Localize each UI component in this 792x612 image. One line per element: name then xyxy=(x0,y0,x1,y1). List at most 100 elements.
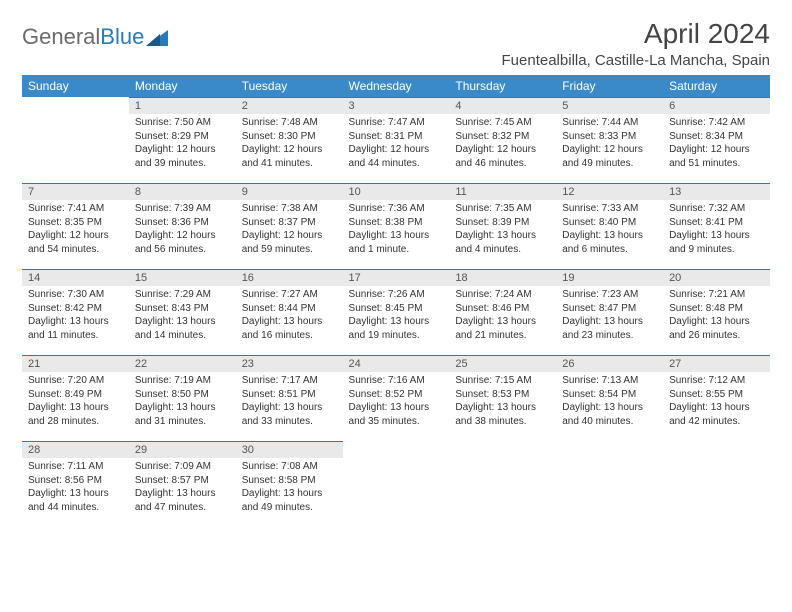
calendar-week: 14Sunrise: 7:30 AMSunset: 8:42 PMDayligh… xyxy=(22,269,770,355)
weekday-header: Friday xyxy=(556,75,663,97)
day-number: 12 xyxy=(556,183,663,200)
day-number: 7 xyxy=(22,183,129,200)
day-details: Sunrise: 7:36 AMSunset: 8:38 PMDaylight:… xyxy=(343,200,450,260)
day-number: 1 xyxy=(129,97,236,114)
day-number: 18 xyxy=(449,269,556,286)
calendar-cell: 22Sunrise: 7:19 AMSunset: 8:50 PMDayligh… xyxy=(129,355,236,441)
calendar-cell: 8Sunrise: 7:39 AMSunset: 8:36 PMDaylight… xyxy=(129,183,236,269)
calendar-cell: . xyxy=(22,97,129,183)
calendar-cell: 19Sunrise: 7:23 AMSunset: 8:47 PMDayligh… xyxy=(556,269,663,355)
day-number: 27 xyxy=(663,355,770,372)
calendar-cell: . xyxy=(343,441,450,527)
day-details: Sunrise: 7:27 AMSunset: 8:44 PMDaylight:… xyxy=(236,286,343,346)
day-details: Sunrise: 7:45 AMSunset: 8:32 PMDaylight:… xyxy=(449,114,556,174)
day-number: 24 xyxy=(343,355,450,372)
calendar-cell: 13Sunrise: 7:32 AMSunset: 8:41 PMDayligh… xyxy=(663,183,770,269)
calendar-cell: 9Sunrise: 7:38 AMSunset: 8:37 PMDaylight… xyxy=(236,183,343,269)
day-number: 5 xyxy=(556,97,663,114)
calendar-cell: 12Sunrise: 7:33 AMSunset: 8:40 PMDayligh… xyxy=(556,183,663,269)
day-details: Sunrise: 7:19 AMSunset: 8:50 PMDaylight:… xyxy=(129,372,236,432)
calendar-cell: 6Sunrise: 7:42 AMSunset: 8:34 PMDaylight… xyxy=(663,97,770,183)
title-block: April 2024 Fuentealbilla, Castille-La Ma… xyxy=(502,18,770,69)
day-details: Sunrise: 7:26 AMSunset: 8:45 PMDaylight:… xyxy=(343,286,450,346)
calendar-cell: 26Sunrise: 7:13 AMSunset: 8:54 PMDayligh… xyxy=(556,355,663,441)
calendar-cell: 30Sunrise: 7:08 AMSunset: 8:58 PMDayligh… xyxy=(236,441,343,527)
calendar-cell: 23Sunrise: 7:17 AMSunset: 8:51 PMDayligh… xyxy=(236,355,343,441)
day-number: 22 xyxy=(129,355,236,372)
calendar-cell: 11Sunrise: 7:35 AMSunset: 8:39 PMDayligh… xyxy=(449,183,556,269)
calendar-cell: 2Sunrise: 7:48 AMSunset: 8:30 PMDaylight… xyxy=(236,97,343,183)
calendar-cell: 28Sunrise: 7:11 AMSunset: 8:56 PMDayligh… xyxy=(22,441,129,527)
day-number: 20 xyxy=(663,269,770,286)
day-details: Sunrise: 7:33 AMSunset: 8:40 PMDaylight:… xyxy=(556,200,663,260)
day-details: Sunrise: 7:39 AMSunset: 8:36 PMDaylight:… xyxy=(129,200,236,260)
day-details: Sunrise: 7:29 AMSunset: 8:43 PMDaylight:… xyxy=(129,286,236,346)
day-number: 19 xyxy=(556,269,663,286)
day-details: Sunrise: 7:24 AMSunset: 8:46 PMDaylight:… xyxy=(449,286,556,346)
day-details: Sunrise: 7:47 AMSunset: 8:31 PMDaylight:… xyxy=(343,114,450,174)
day-details: Sunrise: 7:42 AMSunset: 8:34 PMDaylight:… xyxy=(663,114,770,174)
weekday-header: Tuesday xyxy=(236,75,343,97)
calendar-cell: 20Sunrise: 7:21 AMSunset: 8:48 PMDayligh… xyxy=(663,269,770,355)
day-details: Sunrise: 7:44 AMSunset: 8:33 PMDaylight:… xyxy=(556,114,663,174)
day-number: 4 xyxy=(449,97,556,114)
day-number: 16 xyxy=(236,269,343,286)
day-details: Sunrise: 7:20 AMSunset: 8:49 PMDaylight:… xyxy=(22,372,129,432)
day-number: 3 xyxy=(343,97,450,114)
day-details: Sunrise: 7:48 AMSunset: 8:30 PMDaylight:… xyxy=(236,114,343,174)
calendar-body: .1Sunrise: 7:50 AMSunset: 8:29 PMDayligh… xyxy=(22,97,770,527)
day-details: Sunrise: 7:21 AMSunset: 8:48 PMDaylight:… xyxy=(663,286,770,346)
day-details: Sunrise: 7:12 AMSunset: 8:55 PMDaylight:… xyxy=(663,372,770,432)
day-details: Sunrise: 7:15 AMSunset: 8:53 PMDaylight:… xyxy=(449,372,556,432)
day-number: 17 xyxy=(343,269,450,286)
calendar-cell: 29Sunrise: 7:09 AMSunset: 8:57 PMDayligh… xyxy=(129,441,236,527)
calendar-cell: 4Sunrise: 7:45 AMSunset: 8:32 PMDaylight… xyxy=(449,97,556,183)
day-number: 25 xyxy=(449,355,556,372)
month-title: April 2024 xyxy=(502,18,770,50)
day-number: 15 xyxy=(129,269,236,286)
day-details: Sunrise: 7:11 AMSunset: 8:56 PMDaylight:… xyxy=(22,458,129,518)
day-details: Sunrise: 7:38 AMSunset: 8:37 PMDaylight:… xyxy=(236,200,343,260)
calendar-cell: 18Sunrise: 7:24 AMSunset: 8:46 PMDayligh… xyxy=(449,269,556,355)
day-details: Sunrise: 7:41 AMSunset: 8:35 PMDaylight:… xyxy=(22,200,129,260)
day-number: 11 xyxy=(449,183,556,200)
calendar-cell: 7Sunrise: 7:41 AMSunset: 8:35 PMDaylight… xyxy=(22,183,129,269)
calendar-cell: 10Sunrise: 7:36 AMSunset: 8:38 PMDayligh… xyxy=(343,183,450,269)
brand-logo: GeneralBlue xyxy=(22,18,168,50)
day-details: Sunrise: 7:35 AMSunset: 8:39 PMDaylight:… xyxy=(449,200,556,260)
calendar-week: 21Sunrise: 7:20 AMSunset: 8:49 PMDayligh… xyxy=(22,355,770,441)
brand-part1: General xyxy=(22,24,100,50)
location: Fuentealbilla, Castille-La Mancha, Spain xyxy=(502,52,770,69)
day-details: Sunrise: 7:50 AMSunset: 8:29 PMDaylight:… xyxy=(129,114,236,174)
day-details: Sunrise: 7:13 AMSunset: 8:54 PMDaylight:… xyxy=(556,372,663,432)
calendar-cell: 3Sunrise: 7:47 AMSunset: 8:31 PMDaylight… xyxy=(343,97,450,183)
weekday-header: Wednesday xyxy=(343,75,450,97)
calendar-cell: . xyxy=(663,441,770,527)
day-number: 10 xyxy=(343,183,450,200)
day-details: Sunrise: 7:23 AMSunset: 8:47 PMDaylight:… xyxy=(556,286,663,346)
calendar-cell: 24Sunrise: 7:16 AMSunset: 8:52 PMDayligh… xyxy=(343,355,450,441)
day-number: 13 xyxy=(663,183,770,200)
calendar-cell: 25Sunrise: 7:15 AMSunset: 8:53 PMDayligh… xyxy=(449,355,556,441)
day-number: 23 xyxy=(236,355,343,372)
calendar-week: 7Sunrise: 7:41 AMSunset: 8:35 PMDaylight… xyxy=(22,183,770,269)
calendar-cell: 1Sunrise: 7:50 AMSunset: 8:29 PMDaylight… xyxy=(129,97,236,183)
calendar-cell: . xyxy=(556,441,663,527)
calendar-cell: 15Sunrise: 7:29 AMSunset: 8:43 PMDayligh… xyxy=(129,269,236,355)
calendar-week: .1Sunrise: 7:50 AMSunset: 8:29 PMDayligh… xyxy=(22,97,770,183)
weekday-header: Monday xyxy=(129,75,236,97)
calendar-cell: 14Sunrise: 7:30 AMSunset: 8:42 PMDayligh… xyxy=(22,269,129,355)
triangle-icon xyxy=(146,28,168,46)
calendar-cell: 21Sunrise: 7:20 AMSunset: 8:49 PMDayligh… xyxy=(22,355,129,441)
day-number: 26 xyxy=(556,355,663,372)
day-details: Sunrise: 7:17 AMSunset: 8:51 PMDaylight:… xyxy=(236,372,343,432)
day-details: Sunrise: 7:09 AMSunset: 8:57 PMDaylight:… xyxy=(129,458,236,518)
day-number: 21 xyxy=(22,355,129,372)
day-number: 6 xyxy=(663,97,770,114)
day-details: Sunrise: 7:16 AMSunset: 8:52 PMDaylight:… xyxy=(343,372,450,432)
calendar-cell: 17Sunrise: 7:26 AMSunset: 8:45 PMDayligh… xyxy=(343,269,450,355)
day-details: Sunrise: 7:32 AMSunset: 8:41 PMDaylight:… xyxy=(663,200,770,260)
calendar-cell: . xyxy=(449,441,556,527)
calendar-week: 28Sunrise: 7:11 AMSunset: 8:56 PMDayligh… xyxy=(22,441,770,527)
day-details: Sunrise: 7:08 AMSunset: 8:58 PMDaylight:… xyxy=(236,458,343,518)
